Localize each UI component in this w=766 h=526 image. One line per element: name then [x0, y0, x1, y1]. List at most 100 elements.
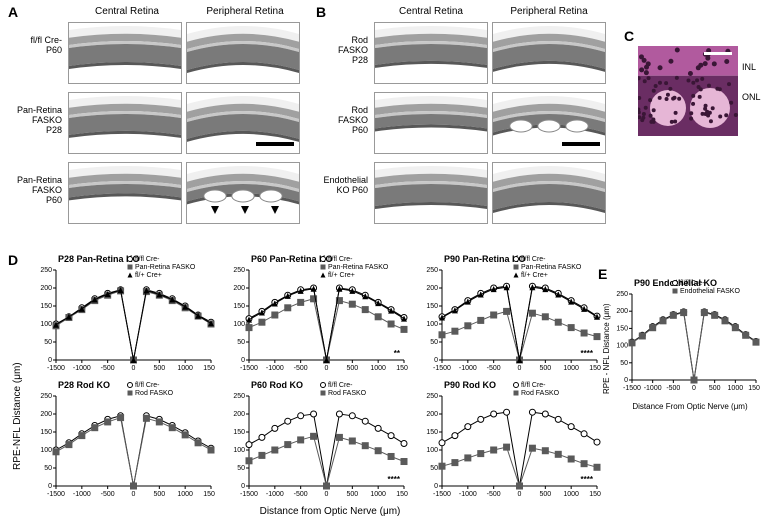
svg-text:-1000: -1000 [459, 365, 477, 372]
svg-text:****: **** [388, 475, 401, 484]
svg-text:100: 100 [40, 321, 52, 328]
svg-text:250: 250 [40, 393, 52, 400]
svg-text:-500: -500 [294, 491, 308, 498]
svg-text:500: 500 [153, 365, 165, 372]
svg-text:200: 200 [40, 411, 52, 418]
chart: 050100150200250-1500-1000-50005001000150… [30, 266, 215, 378]
svg-text:200: 200 [233, 285, 245, 292]
micrograph [68, 92, 182, 154]
scalebar [256, 142, 294, 146]
panel-C-label: C [624, 28, 634, 44]
svg-text:-1500: -1500 [240, 365, 258, 372]
svg-text:50: 50 [237, 465, 245, 472]
panel-E-label: E [598, 266, 607, 282]
panel-A-label: A [8, 4, 18, 20]
svg-text:****: **** [581, 349, 594, 358]
chart-title: P28 Rod KO [58, 380, 110, 390]
svg-text:-1000: -1000 [644, 385, 662, 392]
svg-text:500: 500 [539, 491, 551, 498]
svg-text:1500: 1500 [748, 385, 760, 392]
svg-text:fl/fl Cre-: fl/fl Cre- [521, 256, 546, 263]
panel-C-image [638, 46, 738, 136]
panel-A-col-central: Central Retina [72, 6, 182, 17]
svg-text:Rod FASKO: Rod FASKO [135, 390, 174, 397]
svg-text:150: 150 [40, 429, 52, 436]
svg-text:0: 0 [518, 365, 522, 372]
svg-text:-500: -500 [294, 365, 308, 372]
chart: 050100150200250-1500-1000-50005001000150… [416, 266, 601, 378]
svg-text:fl/fl Cre-: fl/fl Cre- [521, 382, 546, 389]
svg-text:0: 0 [325, 365, 329, 372]
svg-text:0: 0 [325, 491, 329, 498]
svg-text:0: 0 [132, 491, 136, 498]
svg-text:0: 0 [241, 357, 245, 364]
svg-text:fl/fl Cre-: fl/fl Cre- [328, 256, 353, 263]
svg-text:1000: 1000 [563, 365, 579, 372]
svg-text:-1000: -1000 [266, 365, 284, 372]
svg-text:100: 100 [426, 321, 438, 328]
svg-text:Rod FASKO: Rod FASKO [521, 390, 560, 397]
micrograph [492, 22, 606, 84]
svg-text:-1000: -1000 [459, 491, 477, 498]
svg-text:1000: 1000 [728, 385, 744, 392]
panel-D-label: D [8, 252, 18, 268]
svg-text:fl/+ Cre+: fl/+ Cre+ [135, 272, 162, 279]
svg-text:0: 0 [518, 491, 522, 498]
svg-text:-1000: -1000 [73, 365, 91, 372]
svg-text:1500: 1500 [396, 365, 408, 372]
svg-text:250: 250 [233, 393, 245, 400]
svg-text:-1500: -1500 [240, 491, 258, 498]
svg-text:50: 50 [620, 360, 628, 367]
micrograph [186, 22, 300, 84]
svg-text:0: 0 [241, 483, 245, 490]
chart: 050100150200250-1500-1000-50005001000150… [223, 392, 408, 504]
chart: 050100150200250-1500-1000-50005001000150… [223, 266, 408, 378]
panel-C-inl-label: INL [742, 62, 756, 72]
svg-text:200: 200 [426, 285, 438, 292]
panel-B-col-peripheral: Peripheral Retina [494, 6, 604, 17]
svg-text:-1000: -1000 [73, 491, 91, 498]
svg-text:50: 50 [237, 339, 245, 346]
panel-A-row-label: Pan-RetinaFASKOP60 [0, 176, 62, 206]
svg-text:100: 100 [233, 321, 245, 328]
chart: 050100150200250-1500-1000-50005001000150… [30, 392, 215, 504]
svg-text:100: 100 [426, 447, 438, 454]
svg-text:1500: 1500 [203, 365, 215, 372]
svg-text:0: 0 [48, 357, 52, 364]
svg-text:****: **** [581, 475, 594, 484]
svg-text:0: 0 [434, 357, 438, 364]
svg-text:Pan-Retina FASKO: Pan-Retina FASKO [521, 264, 582, 271]
svg-text:250: 250 [40, 267, 52, 274]
svg-text:0: 0 [48, 483, 52, 490]
chart: 050100150200250-1500-1000-50005001000150… [416, 392, 601, 504]
svg-text:200: 200 [233, 411, 245, 418]
panel-A-row-label: fl/fl Cre-P60 [0, 36, 62, 56]
svg-text:Rod FASKO: Rod FASKO [328, 390, 367, 397]
svg-text:-1500: -1500 [623, 385, 641, 392]
svg-text:0: 0 [132, 365, 136, 372]
arrowhead-icon [271, 206, 279, 214]
svg-text:500: 500 [709, 385, 721, 392]
svg-text:-1000: -1000 [266, 491, 284, 498]
svg-text:150: 150 [233, 429, 245, 436]
svg-text:0: 0 [624, 377, 628, 384]
panel-D-ylabel: RPE-NFL Distance (μm) [12, 362, 23, 470]
svg-text:-1500: -1500 [47, 491, 65, 498]
micrograph [374, 22, 488, 84]
svg-text:1000: 1000 [177, 491, 193, 498]
svg-text:-500: -500 [666, 385, 680, 392]
svg-text:-1500: -1500 [433, 491, 451, 498]
svg-text:500: 500 [346, 365, 358, 372]
panel-B-row-label: EndothelialKO P60 [310, 176, 368, 196]
svg-text:1500: 1500 [589, 491, 601, 498]
svg-text:1000: 1000 [370, 365, 386, 372]
svg-text:1000: 1000 [177, 365, 193, 372]
svg-text:150: 150 [426, 303, 438, 310]
arrowhead-icon [241, 206, 249, 214]
svg-text:-500: -500 [101, 491, 115, 498]
svg-text:1500: 1500 [396, 491, 408, 498]
svg-text:fl/+ Cre+: fl/+ Cre+ [521, 272, 548, 279]
svg-text:-1500: -1500 [433, 365, 451, 372]
panel-B-label: B [316, 4, 326, 20]
arrowhead-icon [211, 206, 219, 214]
